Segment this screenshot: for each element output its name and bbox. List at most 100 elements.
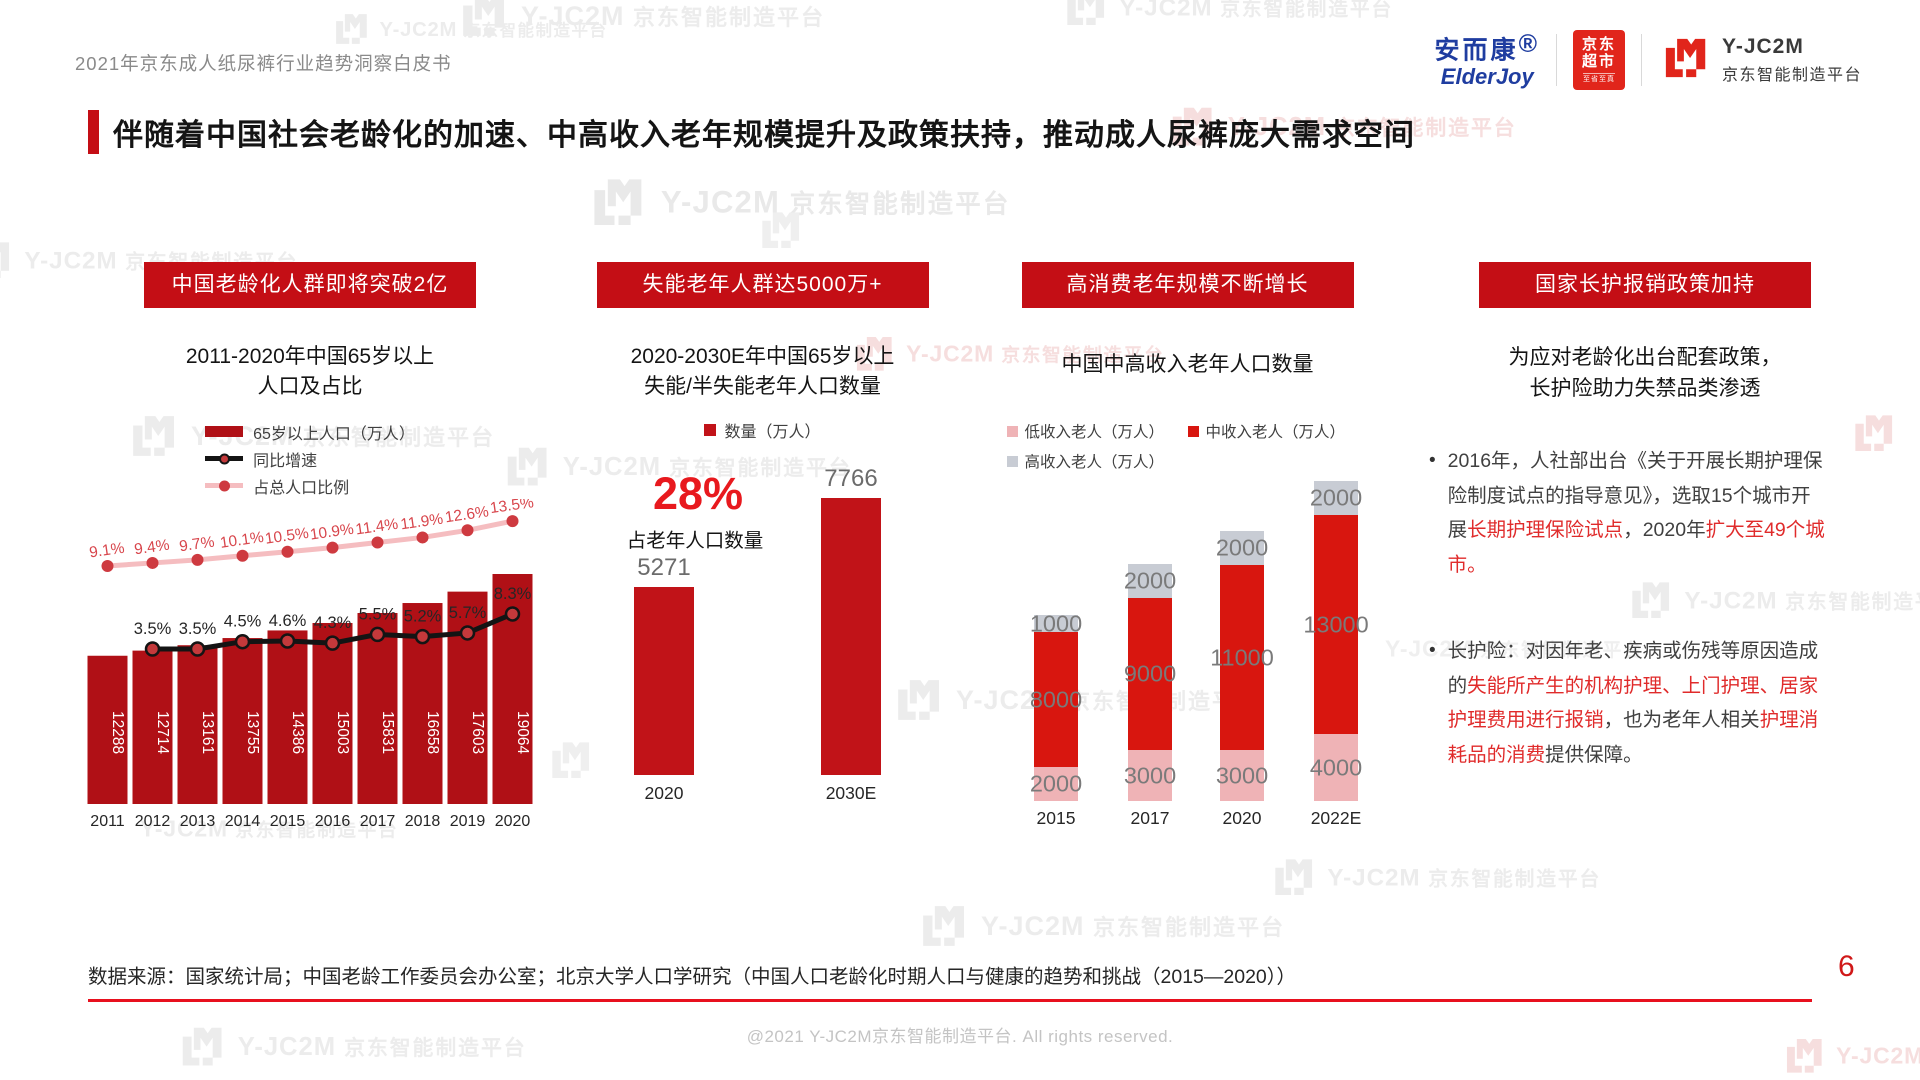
x-tick: 2020 <box>644 783 684 803</box>
bullet-marker: • <box>1429 640 1436 661</box>
bullet-text: 2016年，人社部出台《关于开展长期护理保险制度试点的指导意见》，选取15个城市… <box>1448 444 1826 582</box>
share-point <box>506 515 519 528</box>
x-tick: 2015 <box>1036 808 1076 828</box>
bullet-text-highlight: 失能所产生的机构护理、上门护理、居家护理费用进行报销 <box>1447 674 1819 732</box>
yjc2m-m-icon <box>1665 38 1706 77</box>
share-label: 10.1% <box>219 529 265 552</box>
growth-label: 3.5% <box>179 620 217 638</box>
x-tick: 2012 <box>135 813 171 830</box>
bullet-text-run: ，2020年 <box>1623 519 1706 541</box>
bullet-text-highlight: 护理消耗品的消费 <box>1447 709 1819 766</box>
callout-percent: 28% <box>652 468 744 519</box>
headline: 伴随着中国社会老龄化的加速、中高收入老年规模提升及政策扶持，推动成人尿裤庞大需求… <box>88 110 1415 154</box>
share-label: 10.9% <box>309 521 355 544</box>
segment-value: 9000 <box>1123 660 1177 687</box>
share-label: 9.4% <box>133 537 171 559</box>
bar-value: 15003 <box>334 711 351 754</box>
population-bar <box>177 645 218 804</box>
bullet-text-highlight: 扩大至49个城市。 <box>1447 519 1825 576</box>
jd-line1: 京东 <box>1581 35 1616 53</box>
legend-label: 中收入老人（万人） <box>1205 424 1346 441</box>
legend-swatch <box>1006 425 1018 437</box>
legend-item: 高收入老人（万人） <box>1006 450 1188 472</box>
stack-segment <box>1220 750 1264 801</box>
growth-label: 5.5% <box>359 605 397 623</box>
chart-population-bar-line: 3.5% 3.5% 4.5% 4.6% 4.3% 5.5% 5.2% 5.7% 8.3% 9.1%… <box>87 494 535 830</box>
chart2-legend-label: 数量（万人） <box>724 424 821 441</box>
x-tick: 2019 <box>450 813 486 830</box>
logo-divider <box>1640 34 1642 86</box>
share-point <box>101 560 114 572</box>
x-tick: 2016 <box>315 813 351 830</box>
share-point <box>461 524 474 537</box>
share-label: 9.7% <box>178 534 216 556</box>
elderjoy-logo: 安而康® ElderJoy <box>1435 31 1540 88</box>
chart-income-stacked-bars: 2000 8000 1000 2015 3000 9000 2000 2017 3000 1100… <box>990 478 1385 833</box>
share-point <box>416 531 429 544</box>
chart1-legend: 65岁以上人口（万人） 同比增速占总人口比例 <box>205 418 415 499</box>
yjc2m-m-icon <box>336 14 367 44</box>
watermark-text: Y-JC2M 京东智能制造平台 <box>660 184 1011 220</box>
share-point <box>281 545 294 558</box>
disabled-elderly-bar <box>634 587 694 775</box>
chart3-legend: 低收入老人（万人） 中收入老人（万人） 高收入老人（万人） <box>1006 420 1369 472</box>
yjc2m-m-icon <box>1067 0 1105 26</box>
growth-point <box>414 628 431 645</box>
stack-segment <box>1314 734 1358 801</box>
stack-segment <box>1128 598 1172 750</box>
segment-value: 8000 <box>1029 686 1083 712</box>
legend-item: 占总人口比例 <box>205 472 415 499</box>
population-bar <box>447 591 488 804</box>
yjc2m-m-icon <box>1275 859 1313 896</box>
growth-point <box>279 633 296 649</box>
growth-point <box>324 635 341 651</box>
policy-bullet-list: • 2016年，人社部出台《关于开展长期护理保险制度试点的指导意见》，选取15个城… <box>1425 444 1845 772</box>
yjc2m-m-icon <box>1658 31 1712 90</box>
growth-label: 5.2% <box>404 608 442 626</box>
legend-line-dot <box>219 480 231 491</box>
bar-value: 13161 <box>199 711 216 754</box>
legend-swatch <box>1006 455 1018 467</box>
growth-point <box>144 641 161 657</box>
x-tick: 2020 <box>1222 808 1262 828</box>
population-bar <box>87 655 128 804</box>
chart2-title: 2020-2030E年中国65岁以上 失能/半失能老年人口数量 <box>575 342 950 402</box>
share-point <box>236 549 249 562</box>
watermark: Y-JC2M 京东智能制造平台 <box>1268 852 1601 902</box>
banner-policy: 国家长护报销政策加持 <box>1479 262 1811 308</box>
doc-title: 2021年京东成人纸尿裤行业趋势洞察白皮书 <box>75 53 452 74</box>
legend-label: 低收入老人（万人） <box>1024 424 1165 441</box>
segment-value: 2000 <box>1123 567 1177 594</box>
x-tick: 2018 <box>405 813 441 830</box>
yjc2m-sub: 京东智能制造平台 <box>1721 67 1862 84</box>
share-point <box>146 556 159 569</box>
bar-value: 12714 <box>154 711 171 754</box>
growth-point <box>369 626 386 643</box>
x-tick: 2011 <box>90 813 125 830</box>
legend-item: 同比增速 <box>205 445 415 472</box>
chart2-legend-swatch <box>704 424 717 436</box>
watermark-text: Y-JC2M 京东智能制造平台 <box>379 17 608 41</box>
policy-subtitle-line1: 为应对老龄化出台配套政策， <box>1508 346 1782 369</box>
population-bar <box>357 613 398 804</box>
chart2-legend: 数量（万人） <box>704 420 821 441</box>
yjc2m-m-icon <box>923 906 964 946</box>
population-bar <box>222 638 263 804</box>
watermark-text: Y-JC2M 京东智能制造平台 <box>521 1 826 31</box>
segment-value: 11000 <box>1210 644 1274 670</box>
growth-point <box>504 606 521 622</box>
yjc2m-logo: Y-JC2M 京东智能制造平台 <box>1658 31 1862 90</box>
bar-value: 13755 <box>244 711 261 754</box>
legend-label: 占总人口比例 <box>253 479 350 497</box>
policy-bullet: • 长护险：对因年老、疾病或伤残等原因造成的失能所产生的机构护理、上门护理、居家护… <box>1429 634 1845 772</box>
footer-divider-line <box>88 999 1812 1002</box>
legend-line-dot <box>219 453 231 464</box>
columns: 中国老龄化人群即将突破2亿 2011-2020年中国65岁以上 人口及占比 65… <box>85 262 1865 849</box>
copyright-note: @2021 Y-JC2M京东智能制造平台. All rights reserve… <box>746 1027 1174 1046</box>
legend-label: 65岁以上人口（万人） <box>253 425 415 443</box>
population-bar <box>132 650 173 804</box>
chart3-title: 中国中高收入老年人口数量 <box>1061 353 1314 376</box>
yjc2m-m-icon <box>762 212 800 249</box>
column-disabled-elderly: 失能老年人群达5000万+ 2020-2030E年中国65岁以上 失能/半失能老… <box>575 262 950 849</box>
